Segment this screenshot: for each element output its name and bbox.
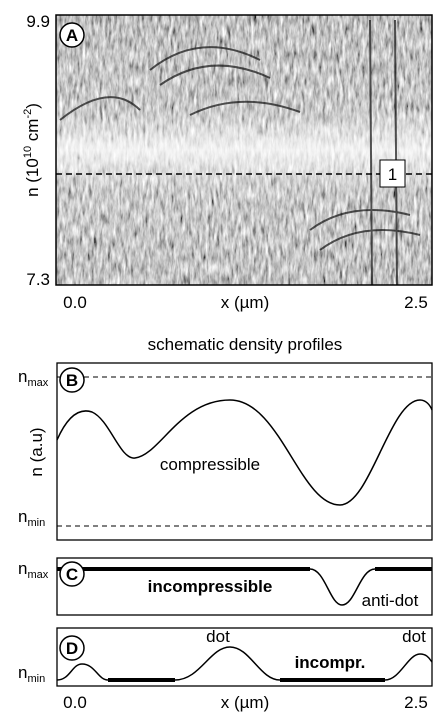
density-curve <box>56 399 433 506</box>
y-axis-base: n (10 <box>23 158 42 197</box>
label-circle <box>59 635 85 661</box>
dip-label: anti-dot <box>362 591 419 610</box>
nmax-label: nmax <box>18 367 49 389</box>
n: n <box>18 663 27 682</box>
subscript: max <box>27 377 48 389</box>
x-max: 2.5 <box>404 693 428 712</box>
label-circle <box>59 561 85 587</box>
panel-label: B <box>66 371 78 390</box>
frame <box>56 557 433 616</box>
marker: 1 <box>388 165 397 184</box>
n: n <box>18 559 27 578</box>
panel-label: A <box>66 26 78 45</box>
frame <box>56 362 433 541</box>
subscript: min <box>27 517 45 529</box>
label-circle <box>59 22 85 48</box>
frame <box>55 14 433 286</box>
curve-label: compressible <box>160 455 260 474</box>
y-axis-label: n (1010 cm-2) <box>22 103 42 197</box>
fringes <box>59 19 421 286</box>
label-circle <box>59 367 85 393</box>
x-min: 0.0 <box>63 693 87 712</box>
panel-label: C <box>66 565 78 584</box>
x-axis-label: x (µm) <box>221 693 270 712</box>
y-min: 7.3 <box>26 270 50 289</box>
x-min: 0.0 <box>63 293 87 312</box>
panel-d: D nmin dot dot incompr. <box>18 627 433 687</box>
frame <box>56 627 433 687</box>
panel-label: D <box>66 639 78 658</box>
marker-box <box>379 159 406 188</box>
n: n <box>18 367 27 386</box>
x-axis-label: x (µm) <box>221 293 270 312</box>
n: n <box>18 507 27 526</box>
dot-bump <box>56 663 109 681</box>
schematic-title: schematic density profiles <box>148 335 343 354</box>
subscript: min <box>27 673 45 685</box>
anti-dot-dip <box>309 568 376 606</box>
region-label: incompressible <box>148 577 273 596</box>
y-axis-exp: 10 <box>22 146 34 158</box>
y-axis-exp: -2 <box>22 109 34 119</box>
y-max: 9.9 <box>26 12 50 31</box>
y-axis-end: ) <box>23 103 42 109</box>
y-axis-label: n (a.u) <box>27 427 46 476</box>
nmin-label: nmin <box>18 663 45 685</box>
panel-c: C nmax incompressible anti-dot <box>18 557 433 616</box>
nmin-label: nmin <box>18 507 45 529</box>
nmax-label: nmax <box>18 559 49 581</box>
peak-label: dot <box>206 627 230 646</box>
region-label: incompr. <box>295 653 366 672</box>
y-axis-unit: cm <box>23 119 42 146</box>
bright-band <box>56 15 432 285</box>
dot-bump <box>384 653 433 681</box>
dot-bump <box>174 646 281 681</box>
x-max: 2.5 <box>404 293 428 312</box>
panel-b: B nmax nmin n (a.u) compressible <box>18 362 433 541</box>
peak-label: dot <box>402 627 426 646</box>
subscript: max <box>27 569 48 581</box>
panel-a: 1 A 9.9 7.3 n (1010 cm-2) 0.0 x (µm) 2.5 <box>22 12 433 312</box>
